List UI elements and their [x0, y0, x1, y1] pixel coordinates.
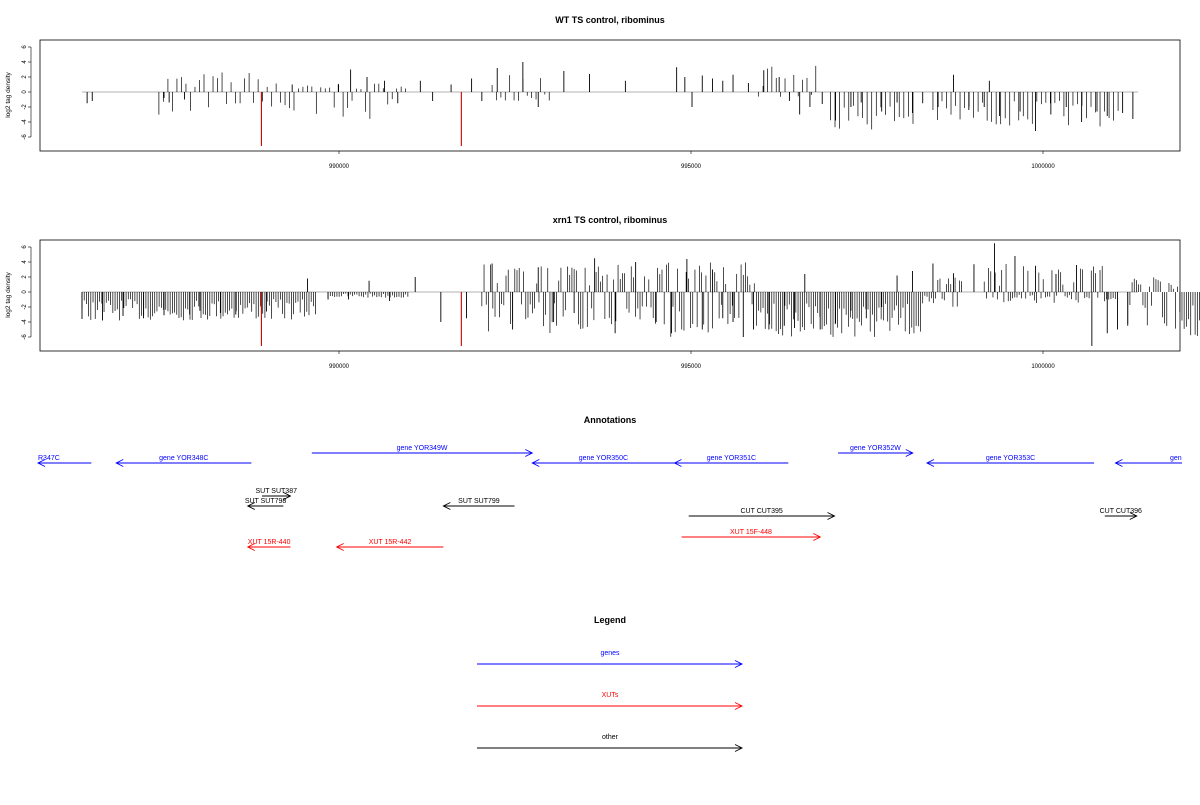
y-tick-label: -2	[22, 304, 28, 310]
track-title-xrn1: xrn1 TS control, ribominus	[553, 215, 668, 225]
feature-arrow-head	[813, 533, 822, 541]
legend-items: genes XUTs other	[477, 650, 744, 752]
feature-label: gen	[1170, 455, 1182, 462]
feature-label: SUT SUT387	[255, 488, 297, 495]
y-tick-label: -4	[22, 119, 28, 125]
y-tick-label: 4	[22, 260, 28, 264]
y-tick-label: 4	[22, 60, 28, 64]
feature-label: CUT CUT395	[740, 508, 782, 515]
feature-gene: R347C	[36, 455, 92, 467]
feature-label: gene YOR349W	[397, 445, 448, 452]
legend-label: genes	[600, 650, 620, 657]
feature-arrow-head	[115, 459, 124, 467]
feature-xut: XUT 15F-448	[681, 529, 822, 541]
feature-arrow-head	[442, 502, 451, 510]
feature-label: XUT 15R-442	[369, 539, 412, 546]
y-tick-label: -6	[22, 334, 28, 340]
feature-gene: gene YOR349W	[311, 445, 534, 457]
feature-gene: gen	[1114, 455, 1182, 467]
x-tick-label: 990000	[329, 364, 350, 370]
feature-arrow-head	[827, 512, 836, 520]
feature-arrow-head	[246, 543, 255, 551]
x-tick-label: 1000000	[1031, 364, 1055, 370]
y-tick-label: 0	[22, 90, 28, 94]
feature-gene: gene YOR350C	[531, 455, 675, 467]
feature-arrow-head	[335, 543, 344, 551]
feature-gene: gene YOR352W	[838, 445, 914, 457]
feature-arrow-head	[525, 449, 534, 457]
feature-gene: gene YOR348C	[115, 455, 252, 467]
feature-label: gene YOR350C	[579, 455, 628, 462]
x-tick-label: 1000000	[1031, 164, 1055, 170]
feature-label: XUT 15R-440	[248, 539, 291, 546]
feature-other: SUT SUT799	[442, 498, 515, 510]
feature-label: CUT CUT396	[1100, 508, 1142, 515]
track-panel-xrn1: xrn1 TS control, ribominus log2 tag dens…	[5, 215, 1200, 370]
feature-arrow-head	[283, 492, 292, 500]
x-tick-label: 995000	[681, 364, 702, 370]
feature-other: CUT CUT395	[688, 508, 836, 520]
y-tick-label: -6	[22, 134, 28, 140]
y-tick-label: -4	[22, 319, 28, 325]
density-bars-wt	[82, 62, 1138, 146]
feature-arrow-head	[925, 459, 935, 467]
feature-other: SUT SUT387	[255, 488, 297, 500]
legend-item-gene: genes	[477, 650, 744, 668]
legend-arrow-head	[734, 660, 744, 668]
y-tick-label: 2	[22, 275, 28, 279]
feature-arrow-head	[1114, 459, 1123, 467]
annotations-title: Annotations	[584, 415, 637, 425]
feature-xut: XUT 15R-440	[246, 539, 291, 551]
annotations-panel: Annotations R347C gene YOR348C gene YOR349…	[36, 415, 1182, 551]
feature-label: gene YOR353C	[986, 455, 1035, 462]
track-title-wt: WT TS control, ribominus	[555, 15, 665, 25]
plot-frame-xrn1	[39, 239, 1181, 352]
feature-arrow-head	[673, 459, 682, 467]
legend-arrow-head	[734, 702, 744, 710]
legend-arrow-head	[734, 744, 744, 752]
feature-label: XUT 15F-448	[730, 529, 772, 536]
feature-gene: gene YOR353C	[925, 455, 1095, 467]
x-axis-xrn1: 990000 995000 1000000	[329, 351, 1055, 370]
y-axis-wt: -6 -4 -2 0 2 4 6	[22, 45, 32, 140]
feature-label: SUT SUT798	[245, 498, 287, 505]
y-tick-label: 0	[22, 290, 28, 294]
track-panel-wt: WT TS control, ribominus log2 tag densit…	[5, 15, 1181, 170]
feature-label: R347C	[38, 455, 60, 462]
y-tick-label: 6	[22, 245, 28, 249]
feature-arrow-head	[36, 459, 46, 467]
feature-arrow-head	[246, 502, 255, 510]
x-tick-label: 995000	[681, 164, 702, 170]
y-axis-xrn1: -6 -4 -2 0 2 4 6	[22, 245, 32, 340]
feature-arrow-head	[905, 449, 914, 457]
x-tick-label: 990000	[329, 164, 350, 170]
y-axis-label-wt: log2 tag density	[5, 71, 12, 117]
y-tick-label: -2	[22, 104, 28, 110]
feature-label: gene YOR351C	[707, 455, 756, 462]
feature-label: gene YOR352W	[850, 445, 901, 452]
legend-label: XUTs	[602, 692, 619, 699]
legend-label: other	[602, 734, 619, 741]
feature-label: SUT SUT799	[458, 498, 500, 505]
density-bars-xrn1	[81, 243, 1200, 346]
feature-arrow-head	[531, 459, 540, 467]
feature-other: SUT SUT798	[245, 498, 287, 510]
y-tick-label: 6	[22, 45, 28, 49]
legend-panel: Legend genes XUTs other	[477, 615, 744, 752]
y-tick-label: 2	[22, 75, 28, 79]
feature-xut: XUT 15R-442	[335, 539, 444, 551]
y-axis-label-xrn1: log2 tag density	[5, 271, 12, 317]
plot-frame-wt	[39, 39, 1181, 152]
legend-item-xut: XUTs	[477, 692, 744, 710]
feature-other: CUT CUT396	[1100, 508, 1142, 520]
feature-arrows: R347C gene YOR348C gene YOR349W gene YOR350…	[36, 445, 1182, 551]
legend-title: Legend	[594, 615, 626, 625]
feature-gene: gene YOR351C	[673, 455, 789, 467]
feature-label: gene YOR348C	[159, 455, 208, 462]
x-axis-wt: 990000 995000 1000000	[329, 151, 1055, 170]
feature-arrow-head	[1129, 512, 1138, 520]
legend-item-other: other	[477, 734, 744, 752]
